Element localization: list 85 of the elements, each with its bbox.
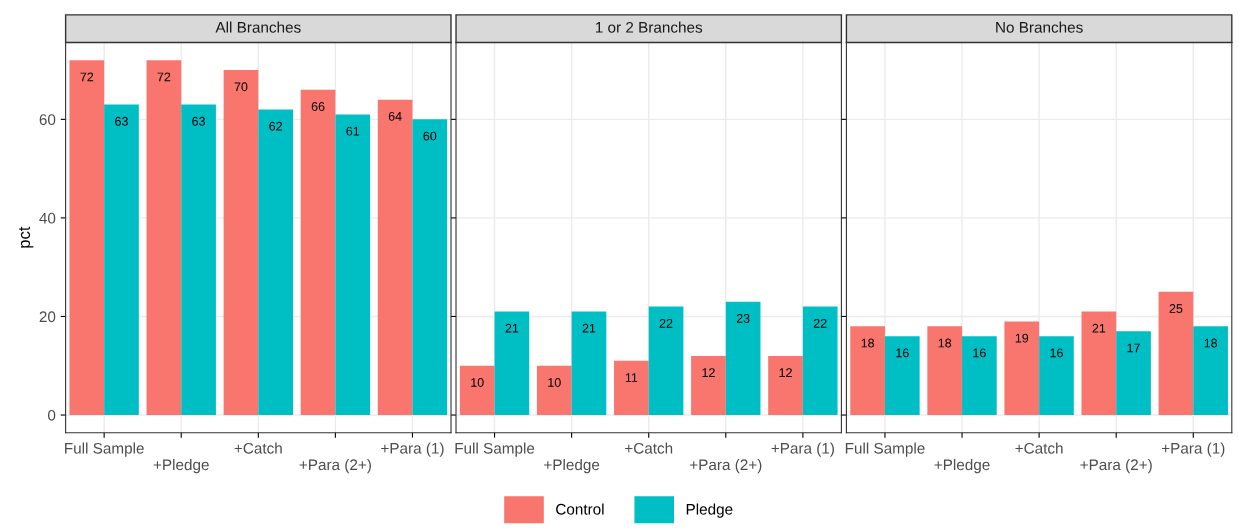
data-label: 21 — [1092, 323, 1106, 333]
bar — [571, 311, 607, 416]
legend-label: Control — [556, 503, 604, 515]
data-label: 62 — [269, 121, 282, 131]
bar — [1116, 331, 1151, 416]
data-label: 63 — [192, 116, 205, 126]
bar — [223, 70, 259, 416]
x-tick-label: +Catch — [1015, 442, 1063, 454]
bar — [962, 336, 997, 416]
bar — [181, 104, 216, 416]
bar — [802, 306, 838, 416]
data-label: 19 — [1015, 333, 1029, 343]
data-label: 61 — [346, 126, 360, 136]
bar — [1158, 291, 1194, 416]
data-label: 16 — [973, 348, 986, 358]
bar — [104, 104, 139, 416]
data-label: 18 — [1204, 338, 1218, 348]
data-label: 18 — [938, 338, 952, 348]
bar — [768, 355, 803, 416]
data-label: 18 — [861, 338, 875, 348]
data-label: 16 — [896, 348, 909, 358]
x-tick-label: +Para (1) — [1161, 442, 1225, 457]
data-label: 66 — [311, 102, 325, 111]
x-tick-label: +Para (2+) — [1080, 458, 1152, 474]
bar — [69, 60, 105, 416]
bar — [146, 60, 182, 416]
data-label: 16 — [1050, 348, 1063, 358]
data-label: 22 — [813, 318, 827, 328]
y-tick-label: 40 — [39, 212, 56, 224]
bar — [258, 109, 293, 416]
data-label: 11 — [625, 373, 638, 382]
data-label: 72 — [157, 72, 171, 82]
bar — [412, 119, 448, 416]
bar — [494, 311, 530, 416]
data-label: 70 — [234, 82, 248, 92]
bar — [536, 365, 572, 416]
bar — [1004, 321, 1040, 416]
bar — [459, 365, 495, 416]
data-label: 12 — [779, 368, 792, 377]
data-label: 25 — [1169, 304, 1183, 313]
x-tick-label: Full Sample — [845, 442, 925, 457]
chart-title: No Branches — [996, 21, 1083, 33]
y-tick-label: 20 — [39, 311, 56, 323]
x-tick-label: +Para (1) — [771, 442, 834, 457]
data-label: 21 — [582, 323, 596, 333]
x-tick-label: +Catch — [625, 442, 673, 454]
data-label: 23 — [736, 313, 750, 323]
data-label: 17 — [1127, 343, 1140, 353]
bar — [725, 301, 761, 416]
bar — [1081, 311, 1117, 416]
data-label: 21 — [505, 323, 519, 333]
bar — [300, 89, 336, 416]
x-tick-label: +Pledge — [544, 458, 600, 474]
data-label: 72 — [80, 72, 94, 82]
bar — [648, 306, 684, 416]
data-label: 63 — [115, 116, 128, 126]
chart-title: 1 or 2 Branches — [595, 21, 703, 33]
x-tick-label: +Para (1) — [381, 442, 444, 457]
bar — [1039, 336, 1074, 416]
x-tick-label: Full Sample — [455, 442, 535, 457]
bar — [927, 326, 963, 416]
chart-title: All Branches — [215, 21, 301, 33]
y-axis-title: pct — [19, 226, 34, 248]
data-label: 10 — [471, 378, 484, 387]
bar — [850, 326, 885, 416]
data-label: 60 — [423, 131, 437, 141]
data-label: 64 — [388, 111, 402, 121]
x-tick-label: +Para (2+) — [299, 458, 371, 474]
bar — [691, 355, 726, 416]
data-label: 22 — [659, 318, 673, 328]
x-tick-label: +Catch — [234, 442, 282, 454]
y-tick-label: 60 — [39, 114, 56, 126]
bar — [335, 114, 371, 416]
data-label: 12 — [702, 368, 715, 377]
x-tick-label: +Pledge — [934, 458, 990, 474]
x-tick-label: Full Sample — [65, 442, 144, 457]
bar — [1193, 326, 1228, 416]
x-tick-label: +Para (2+) — [690, 458, 762, 474]
data-label: 10 — [548, 378, 561, 387]
bar — [614, 360, 649, 416]
bar — [377, 99, 413, 416]
bar — [884, 336, 920, 416]
x-tick-label: +Pledge — [153, 458, 209, 474]
legend-label: Pledge — [686, 503, 733, 518]
y-tick-label: 0 — [47, 409, 56, 421]
